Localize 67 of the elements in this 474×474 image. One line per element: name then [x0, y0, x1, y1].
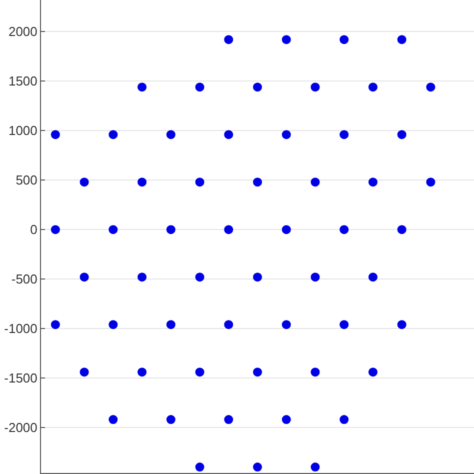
point [253, 462, 262, 472]
point [310, 178, 320, 187]
point [426, 82, 436, 92]
point [108, 225, 118, 234]
y-tick-label: 2000 [8, 24, 38, 40]
point [108, 415, 118, 424]
point [166, 320, 176, 330]
point [138, 82, 147, 92]
point [80, 368, 89, 377]
point [224, 225, 234, 234]
point [340, 320, 349, 330]
point [50, 130, 60, 140]
point [397, 35, 406, 44]
point [224, 130, 234, 140]
y-tick-label: -500 [11, 272, 38, 287]
point [80, 272, 89, 282]
point [195, 82, 204, 92]
point [138, 272, 147, 282]
point [310, 462, 320, 472]
point [368, 82, 378, 92]
point [50, 320, 60, 330]
point [224, 320, 234, 330]
point [310, 82, 320, 92]
point [195, 178, 204, 187]
point [166, 130, 176, 140]
point [426, 178, 436, 187]
point [253, 368, 262, 377]
point [108, 320, 118, 330]
y-tick-label: 500 [16, 172, 38, 188]
point [138, 178, 147, 187]
point [368, 368, 378, 377]
point [195, 272, 204, 282]
point [253, 178, 262, 187]
point [397, 320, 406, 330]
point [80, 178, 89, 187]
y-tick-label: -2000 [4, 420, 38, 436]
point [397, 130, 406, 140]
y-tick-label: 0 [30, 222, 38, 238]
point [282, 130, 291, 140]
point [108, 130, 118, 140]
y-tick-label: 1000 [8, 123, 38, 138]
y-tick-label: -1500 [4, 370, 38, 386]
point [166, 415, 176, 424]
point [368, 272, 378, 282]
point [310, 272, 320, 282]
point [195, 462, 204, 472]
y-tick-label: -1000 [4, 321, 38, 336]
y-tick-label: 1500 [8, 74, 38, 89]
point [166, 225, 176, 234]
point [195, 368, 204, 377]
point [340, 225, 349, 234]
point [282, 35, 291, 44]
point [253, 82, 262, 92]
point [138, 368, 147, 377]
point [340, 415, 349, 424]
point [282, 225, 291, 234]
point [397, 225, 406, 234]
point [282, 415, 291, 424]
point [340, 130, 349, 140]
point [368, 178, 378, 187]
point [253, 272, 262, 282]
point [224, 35, 234, 44]
point [224, 415, 234, 424]
point [282, 320, 291, 330]
point [50, 225, 60, 234]
point [310, 368, 320, 377]
point [340, 35, 349, 44]
